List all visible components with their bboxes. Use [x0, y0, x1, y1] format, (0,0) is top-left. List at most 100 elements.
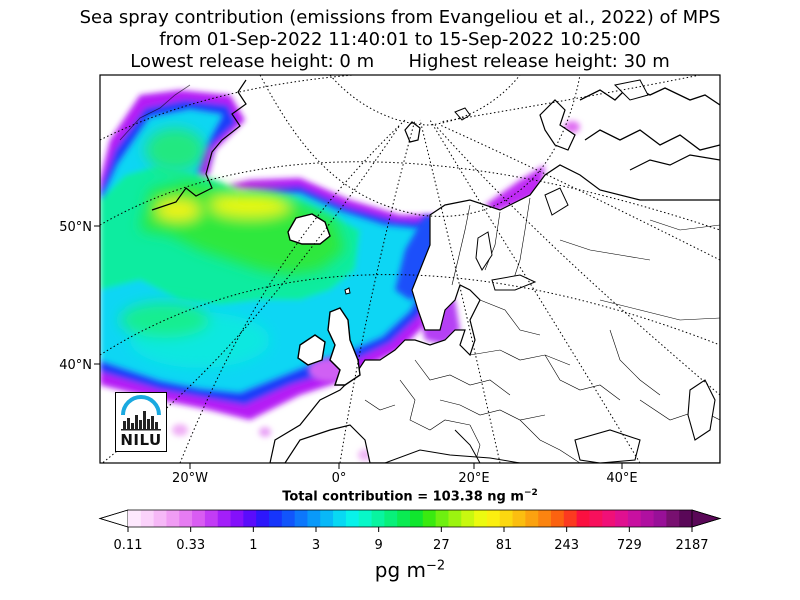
colorbar-swatch — [153, 510, 167, 527]
colorbar-swatch — [358, 510, 372, 527]
border-f — [544, 354, 621, 401]
mediterranean — [384, 449, 521, 463]
plume-patch-sw-1 — [172, 424, 188, 436]
colorbar-swatch — [243, 510, 257, 527]
black-sea — [574, 429, 641, 463]
border-b — [479, 299, 541, 336]
colorbar-swatch — [204, 510, 219, 527]
colorbar-tick-label: 0.11 — [114, 538, 143, 553]
adriatic — [454, 429, 481, 463]
plume-yellow-core-2 — [156, 200, 200, 220]
colorbar-swatch — [345, 510, 360, 527]
colorbar-swatch — [653, 510, 667, 527]
norway-sweden-border — [451, 204, 471, 286]
colorbar-swatch — [256, 510, 270, 527]
lon-label-20w: 20°W — [172, 471, 208, 486]
colorbar-swatch — [525, 510, 539, 527]
franz-josef — [454, 107, 471, 121]
arctic-coast-ne2 — [584, 129, 720, 151]
colorbar — [98, 509, 722, 528]
lon-ticks: 20°W 0° 20°E 40°E — [172, 463, 638, 486]
colorbar-swatch — [217, 510, 231, 527]
colorbar-swatch — [640, 510, 654, 527]
gulf-of-bothnia — [475, 231, 493, 271]
total-contribution-text: Total contribution = 103.38 ng m — [282, 489, 524, 505]
title-line-3: Lowest release height: 0 m Highest relea… — [130, 51, 670, 72]
colorbar-ticks: 0.11 0.33 1 3 9 27 81 243 729 2187 — [114, 527, 709, 553]
colorbar-extend-high — [691, 509, 722, 528]
great-britain — [327, 307, 361, 386]
colorbar-swatch — [615, 510, 629, 527]
border-i — [609, 329, 661, 396]
colorbar-swatch — [320, 510, 334, 527]
colorbar-swatch — [474, 510, 488, 527]
colorbar-tick-label: 1 — [249, 538, 257, 553]
nilu-logo-graphic — [121, 395, 161, 431]
total-contribution: Total contribution = 103.38 ng m−2 — [0, 488, 800, 504]
colorbar-unit-exponent: −2 — [426, 558, 446, 574]
colorbar-swatch — [589, 510, 603, 527]
colorbar-swatch — [384, 510, 398, 527]
colorbar-swatch — [128, 510, 142, 527]
plume-green-patch — [145, 128, 205, 172]
novaya-zemlya — [539, 99, 576, 151]
europe-mainland — [269, 164, 720, 463]
colorbar-unit: pg m−2 — [0, 558, 800, 582]
border-m — [649, 219, 720, 231]
colorbar-swatch — [333, 510, 347, 527]
colorbar-swatch — [397, 510, 411, 527]
colorbar-tick-label: 729 — [617, 538, 642, 553]
greenland-east-coast — [119, 84, 191, 141]
colorbar-swatch — [563, 510, 578, 527]
colorbar-swatch — [576, 510, 590, 527]
nilu-logo-text: NILU — [120, 431, 162, 449]
colorbar-swatch — [307, 510, 321, 527]
plume-baltic — [485, 165, 545, 212]
colorbar-tick-label: 27 — [433, 538, 450, 553]
colorbar-unit-base: pg m — [374, 558, 427, 582]
white-sea — [544, 187, 569, 216]
lat-ticks: 50°N 40°N — [59, 220, 100, 373]
nilu-logo: NILU — [115, 392, 167, 452]
colorbar-tick-label: 2187 — [675, 538, 708, 553]
title-line-2: from 01-Sep-2022 11:40:01 to 15-Sep-2022… — [159, 29, 641, 50]
border-d — [399, 379, 471, 431]
colorbar-swatch — [538, 510, 552, 527]
colorbar-swatch — [192, 510, 206, 527]
colorbar-swatch — [551, 510, 565, 527]
colorbar-swatch — [371, 510, 385, 527]
total-contribution-exponent: −2 — [523, 488, 538, 498]
colorbar-swatch — [679, 510, 693, 527]
colorbar-swatch — [281, 510, 296, 527]
colorbar-swatch — [461, 510, 475, 527]
lon-label-20e: 20°E — [458, 471, 489, 486]
colorbar-tick-label: 3 — [312, 538, 320, 553]
border-e — [439, 399, 546, 421]
border-g — [559, 239, 651, 261]
greenland-coast — [151, 79, 247, 211]
plume-patch-sw-2 — [259, 427, 271, 437]
colorbar-swatch — [666, 510, 680, 527]
colorbar-swatch — [230, 510, 244, 527]
arctic-coast-ne3 — [629, 154, 720, 171]
ireland — [297, 334, 326, 366]
arctic-island — [613, 79, 649, 101]
colorbar-swatch — [166, 510, 180, 527]
colorbar-swatch — [512, 510, 526, 527]
border-j — [519, 419, 581, 463]
colorbar-swatch — [499, 510, 513, 527]
caspian-sea — [687, 379, 716, 441]
colorbar-swatch — [486, 510, 501, 527]
border-h — [599, 299, 720, 321]
border-c — [414, 359, 511, 396]
map-frame — [99, 74, 721, 464]
plume-yellow-core-1 — [210, 193, 290, 217]
lat-label-50n: 50°N — [59, 220, 92, 235]
svalbard — [404, 121, 421, 143]
border-a — [469, 349, 571, 366]
sweden-finland-border — [484, 211, 501, 271]
colorbar-swatch — [422, 510, 437, 527]
colorbar-swatch — [179, 510, 193, 527]
colorbar-swatch — [140, 510, 155, 527]
